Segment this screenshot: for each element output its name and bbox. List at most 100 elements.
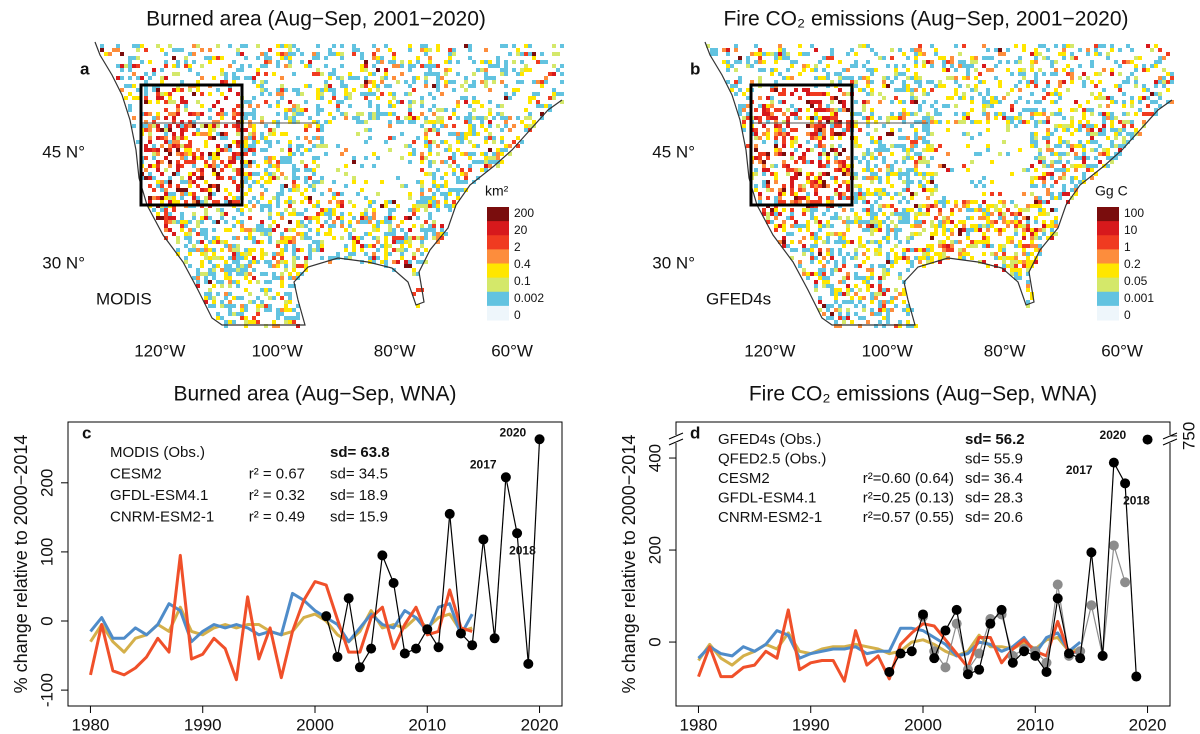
- fire-pixel: [1050, 148, 1054, 152]
- obs-segment: [505, 477, 518, 534]
- fire-pixel: [1054, 208, 1058, 212]
- fire-pixel: [906, 308, 910, 312]
- fire-pixel: [256, 72, 260, 76]
- fire-pixel: [200, 112, 204, 116]
- fire-pixel: [284, 228, 288, 232]
- fire-pixel: [300, 220, 304, 224]
- legend-r2: r² = 0.67: [249, 465, 305, 482]
- obs-segment: [449, 513, 462, 634]
- fire-pixel: [902, 64, 906, 68]
- fire-pixel: [778, 128, 782, 132]
- fire-pixel: [444, 192, 448, 196]
- fire-pixel: [1030, 292, 1034, 296]
- fire-pixel: [906, 188, 910, 192]
- fire-pixel: [200, 176, 204, 180]
- fire-pixel: [906, 84, 910, 88]
- fire-pixel: [344, 256, 348, 260]
- fire-pixel: [786, 116, 790, 120]
- fire-pixel: [192, 152, 196, 156]
- fire-pixel: [986, 88, 990, 92]
- fire-pixel: [296, 264, 300, 268]
- fire-pixel: [866, 200, 870, 204]
- fire-pixel: [814, 68, 818, 72]
- fire-pixel: [428, 72, 432, 76]
- fire-pixel: [412, 120, 416, 124]
- fire-pixel: [958, 96, 962, 100]
- fire-pixel: [216, 256, 220, 260]
- fire-pixel: [120, 52, 124, 56]
- fire-pixel: [910, 124, 914, 128]
- fire-pixel: [420, 196, 424, 200]
- fire-pixel: [412, 148, 416, 152]
- fire-pixel: [496, 56, 500, 60]
- fire-pixel: [212, 284, 216, 288]
- colorbar-swatch: [487, 221, 509, 236]
- fire-pixel: [240, 268, 244, 272]
- x-tick-label: 1980: [680, 715, 718, 734]
- fire-pixel: [180, 224, 184, 228]
- fire-pixel: [1166, 100, 1170, 104]
- fire-pixel: [368, 128, 372, 132]
- fire-pixel: [196, 280, 200, 284]
- source-label: GFED4s: [706, 289, 771, 308]
- fire-pixel: [228, 312, 232, 316]
- fire-pixel: [1058, 160, 1062, 164]
- fire-pixel: [536, 92, 540, 96]
- fire-pixel: [854, 216, 858, 220]
- fire-pixel: [276, 52, 280, 56]
- fire-pixel: [754, 108, 758, 112]
- fire-pixel: [308, 200, 312, 204]
- obs-segment: [1113, 545, 1126, 583]
- fire-pixel: [806, 148, 810, 152]
- fire-pixel: [1118, 48, 1122, 52]
- y-tick-label: 400: [645, 444, 664, 472]
- fire-pixel: [1082, 164, 1086, 168]
- fire-pixel: [256, 304, 260, 308]
- fire-pixel: [288, 100, 292, 104]
- fire-pixel: [284, 132, 288, 136]
- fire-pixel: [818, 60, 822, 64]
- coastline: [704, 41, 1173, 326]
- fire-pixel: [184, 220, 188, 224]
- fire-pixel: [774, 224, 778, 228]
- fire-pixel: [448, 156, 452, 160]
- fire-pixel: [372, 244, 376, 248]
- fire-pixel: [216, 312, 220, 316]
- fire-pixel: [1146, 112, 1150, 116]
- fire-pixel: [204, 300, 208, 304]
- fire-pixel: [946, 96, 950, 100]
- fire-pixel: [782, 200, 786, 204]
- fire-pixel: [910, 208, 914, 212]
- fire-pixel: [934, 172, 938, 176]
- fire-pixel: [280, 84, 284, 88]
- fire-pixel: [886, 260, 890, 264]
- fire-pixel: [264, 160, 268, 164]
- fire-pixel: [464, 120, 468, 124]
- fire-pixel: [212, 104, 216, 108]
- lon-label: 120°W: [744, 341, 795, 360]
- fire-pixel: [192, 180, 196, 184]
- fire-pixel: [376, 68, 380, 72]
- fire-pixel: [200, 252, 204, 256]
- fire-pixel: [368, 116, 372, 120]
- fire-pixel: [1046, 144, 1050, 148]
- fire-pixel: [432, 220, 436, 224]
- fire-pixel: [268, 296, 272, 300]
- fire-pixel: [922, 228, 926, 232]
- fire-pixel: [826, 208, 830, 212]
- fire-pixel: [180, 132, 184, 136]
- fire-pixel: [136, 64, 140, 68]
- fire-pixel: [264, 148, 268, 152]
- fire-pixel: [986, 216, 990, 220]
- fire-pixel: [870, 88, 874, 92]
- fire-pixel: [216, 44, 220, 48]
- fire-pixel: [770, 88, 774, 92]
- fire-pixel: [974, 76, 978, 80]
- fire-pixel: [296, 324, 300, 328]
- fire-pixel: [842, 192, 846, 196]
- fire-pixel: [1050, 72, 1054, 76]
- fire-pixel: [886, 168, 890, 172]
- fire-pixel: [1106, 152, 1110, 156]
- fire-pixel: [1098, 104, 1102, 108]
- fire-pixel: [132, 124, 136, 128]
